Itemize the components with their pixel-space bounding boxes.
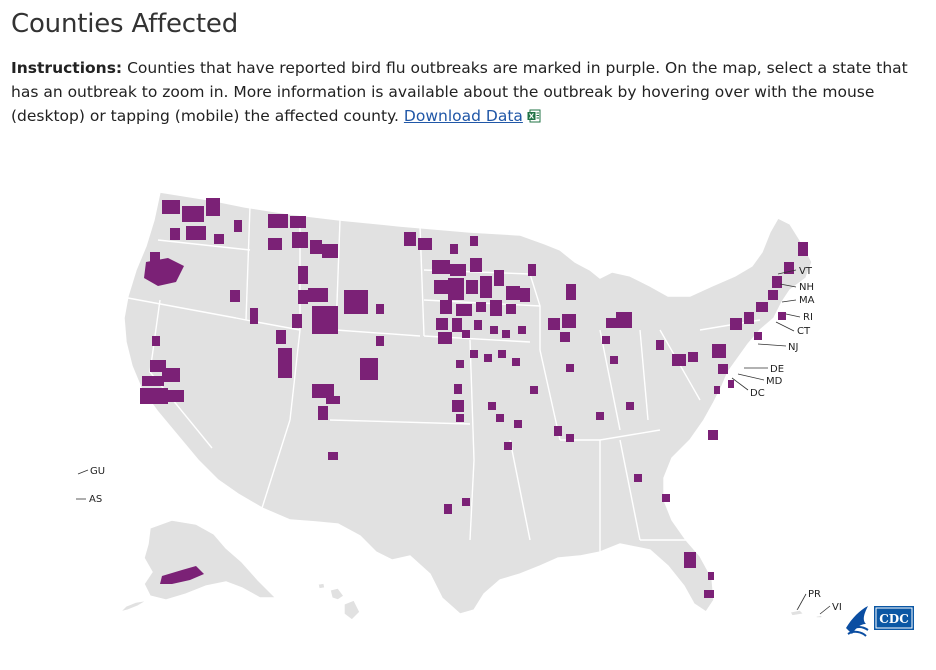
alaska-land[interactable] [143,519,278,601]
label-vt: VT [799,266,813,277]
label-gu: GU [90,466,105,477]
small-state-labels: VT NH MA RI CT NJ DE MD DC [731,266,815,399]
svg-text:CDC: CDC [879,612,909,626]
label-md: MD [766,376,783,387]
label-nh: NH [799,282,814,293]
label-ri: RI [803,312,813,323]
label-ma: MA [799,295,815,306]
label-nj: NJ [788,342,798,353]
affected-counties[interactable] [140,198,808,598]
download-data-link[interactable]: Download Data [403,107,523,125]
label-vi: VI [832,602,842,613]
alaska-islands [117,599,149,614]
instructions-body: Counties that have reported bird flu out… [11,59,908,125]
hawaii-land[interactable] [317,582,361,621]
puerto-rico-land [788,609,806,617]
label-as: AS [89,494,102,505]
virgin-islands-land [815,614,823,619]
excel-file-icon[interactable]: X [527,109,541,123]
label-pr: PR [808,589,821,600]
svg-text:X: X [529,113,535,121]
cdc-logo: CDC [874,606,914,630]
territory-labels[interactable]: GU AS PR VI [76,466,842,619]
label-dc: DC [750,388,765,399]
hhs-eagle-icon [846,606,869,637]
page-title: Counties Affected [11,9,238,39]
label-de: DE [770,364,784,375]
us-contiguous-land[interactable] [123,191,813,615]
label-ct: CT [797,326,811,337]
instructions-label: Instructions: [11,59,123,77]
instructions-text: Instructions: Counties that have reporte… [11,56,916,128]
